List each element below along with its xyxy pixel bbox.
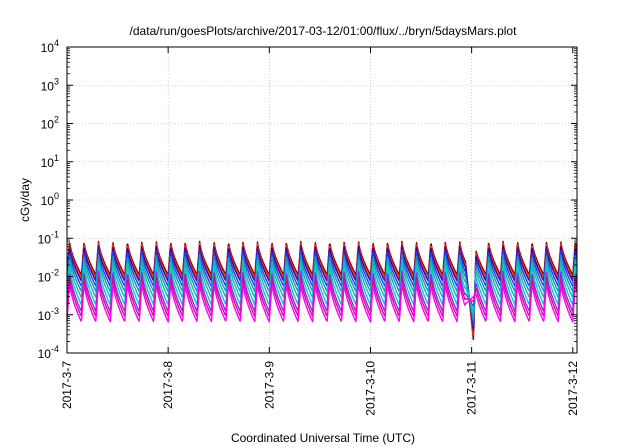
x-axis-tick-labels: 2017-3-7 2017-3-8 2017-3-9 2017-3-10 2017-3-… [60, 361, 580, 416]
series-line [66, 249, 578, 326]
y-tick-label: 10-1 [38, 229, 59, 246]
series-line [66, 245, 578, 331]
series-line [66, 282, 578, 323]
x-tick-label: 2017-3-10 [363, 361, 377, 416]
y-tick-base: 10 [41, 156, 55, 170]
y-tick-exponent: 2 [54, 115, 59, 125]
y-tick-exponent: -4 [51, 344, 59, 354]
y-tick-base: 10 [38, 271, 52, 285]
series-line [66, 259, 578, 317]
series-line [66, 254, 578, 321]
y-tick-base: 10 [41, 79, 55, 93]
y-tick-label: 102 [41, 115, 59, 132]
y-tick-label: 10-4 [38, 344, 59, 361]
y-tick-base: 10 [38, 347, 52, 361]
series-line [66, 242, 578, 336]
y-tick-label: 100 [41, 191, 59, 208]
x-tick-label: 2017-3-9 [262, 361, 276, 409]
y-axis-title: cGy/day [18, 178, 32, 222]
y-tick-exponent: -3 [51, 306, 59, 316]
x-tick-label: 2017-3-11 [465, 361, 479, 415]
series-line [66, 240, 578, 341]
y-tick-exponent: 1 [54, 153, 59, 163]
chart-title: /data/run/goesPlots/archive/2017-03-12/0… [130, 24, 518, 38]
y-tick-label: 10-3 [38, 306, 59, 323]
x-axis-title: Coordinated Universal Time (UTC) [231, 431, 415, 445]
series-line [66, 270, 578, 313]
axis-ticks [66, 46, 577, 354]
y-tick-label: 103 [41, 76, 59, 93]
y-tick-exponent: 4 [54, 38, 59, 48]
series-line [66, 276, 578, 318]
y-tick-base: 10 [41, 194, 55, 208]
y-tick-label: 10-2 [38, 268, 59, 285]
y-tick-exponent: -2 [51, 268, 59, 278]
y-tick-base: 10 [38, 232, 52, 246]
y-tick-base: 10 [41, 118, 55, 132]
y-tick-exponent: -1 [51, 229, 59, 239]
x-tick-label: 2017-3-7 [60, 361, 74, 409]
series-layer [66, 240, 578, 341]
y-tick-exponent: 0 [54, 191, 59, 201]
series-line [66, 264, 578, 312]
y-tick-label: 101 [41, 153, 59, 170]
y-tick-base: 10 [41, 41, 55, 55]
y-tick-label: 104 [41, 38, 59, 55]
x-tick-label: 2017-3-12 [566, 361, 580, 416]
y-tick-exponent: 3 [54, 76, 59, 86]
x-tick-label: 2017-3-8 [161, 361, 175, 409]
y-tick-base: 10 [38, 309, 52, 323]
